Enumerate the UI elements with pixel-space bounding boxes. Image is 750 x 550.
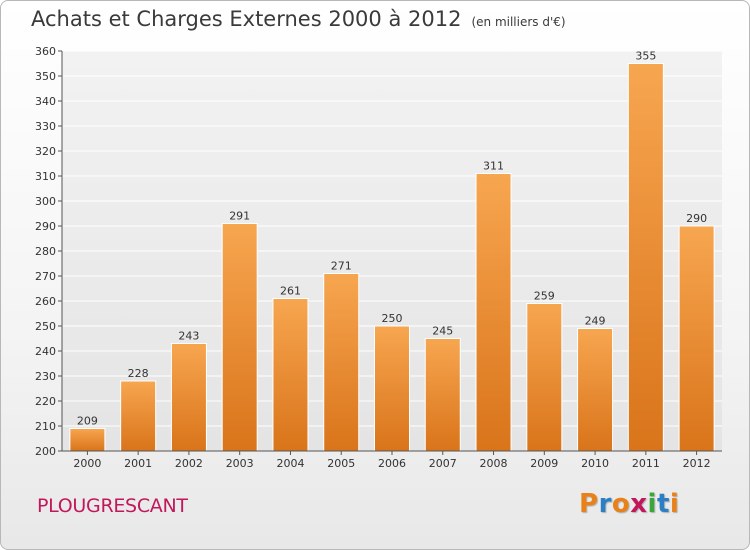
bar-value-label: 243 <box>178 330 199 343</box>
bar-value-label: 355 <box>635 50 656 63</box>
bar-value-label: 261 <box>280 285 301 298</box>
bar-2012 <box>678 225 715 452</box>
bar-2008 <box>475 173 512 452</box>
y-tick-label: 340 <box>35 95 56 108</box>
bar-2004 <box>272 298 309 452</box>
chart-title: Achats et Charges Externes 2000 à 2012 (e… <box>31 7 566 31</box>
logo-letter: o <box>611 489 631 519</box>
bar-value-label: 245 <box>432 325 453 338</box>
x-tick-label: 2011 <box>632 457 660 470</box>
y-tick-label: 230 <box>35 370 56 383</box>
bar-2005 <box>323 273 360 452</box>
chart-title-text: Achats et Charges Externes 2000 à 2012 <box>31 7 462 31</box>
x-tick-label: 2001 <box>124 457 152 470</box>
x-tick-label: 2003 <box>226 457 254 470</box>
logo-letter: i <box>647 489 657 519</box>
y-tick-label: 200 <box>35 445 56 458</box>
x-tick-label: 2010 <box>581 457 609 470</box>
y-tick-label: 300 <box>35 195 56 208</box>
y-tick-label: 220 <box>35 395 56 408</box>
proxiti-logo[interactable]: Proxiti <box>579 489 679 519</box>
bar-value-label: 311 <box>483 160 504 173</box>
logo-letter: t <box>656 489 670 519</box>
bar-value-label: 249 <box>585 315 606 328</box>
bar-2003 <box>221 223 258 452</box>
bar-2000 <box>69 428 106 452</box>
x-tick-label: 2012 <box>683 457 711 470</box>
bar-value-label: 259 <box>534 290 555 303</box>
x-tick-label: 2008 <box>480 457 508 470</box>
bar-value-label: 271 <box>331 260 352 273</box>
x-tick-label: 2000 <box>73 457 101 470</box>
x-axis: 2000 2001 2002 2003 2004 2005 2006 2007 2008 2009… <box>62 450 722 470</box>
bar-2006 <box>374 325 410 452</box>
bar-value-label: 291 <box>229 210 250 223</box>
y-tick-label: 290 <box>35 220 56 233</box>
y-tick-label: 310 <box>35 170 56 183</box>
y-tick-label: 360 <box>35 45 56 58</box>
y-tick-label: 240 <box>35 345 56 358</box>
bar-value-label: 290 <box>686 212 707 225</box>
y-tick-label: 260 <box>35 295 56 308</box>
bar-value-label: 228 <box>128 367 149 380</box>
commune-name: PLOUGRESCANT <box>37 495 188 517</box>
y-tick-label: 210 <box>35 420 56 433</box>
y-axis: 200 210 220 230 240 250 260 270 280 290 300 310 320 3… <box>35 45 63 458</box>
bars: 209 228 243 291 261 271 250 245 311 259 249 355 290 <box>69 50 715 452</box>
bar-2009 <box>526 303 563 452</box>
bar-2010 <box>577 328 614 452</box>
y-tick-label: 280 <box>35 245 56 258</box>
logo-letter: i <box>669 489 680 519</box>
bar-2007 <box>424 338 461 452</box>
chart-subtitle: (en milliers d'€) <box>471 15 566 29</box>
y-tick-label: 250 <box>35 320 56 333</box>
y-tick-label: 320 <box>35 145 56 158</box>
logo-letter: P <box>579 489 599 519</box>
x-tick-label: 2004 <box>276 457 304 470</box>
logo-letter: r <box>598 489 612 519</box>
x-tick-label: 2007 <box>429 457 457 470</box>
y-tick-label: 350 <box>35 70 56 83</box>
bar-2002 <box>170 343 207 452</box>
y-tick-label: 330 <box>35 120 56 133</box>
bar-2001 <box>120 380 157 452</box>
x-tick-label: 2002 <box>175 457 203 470</box>
x-tick-label: 2005 <box>327 457 355 470</box>
logo-letter: x <box>630 489 648 519</box>
bar-value-label: 250 <box>382 312 403 325</box>
x-tick-label: 2009 <box>530 457 558 470</box>
y-tick-label: 270 <box>35 270 56 283</box>
x-tick-label: 2006 <box>378 457 406 470</box>
bar-value-label: 209 <box>77 415 98 428</box>
bar-2011 <box>627 63 664 452</box>
